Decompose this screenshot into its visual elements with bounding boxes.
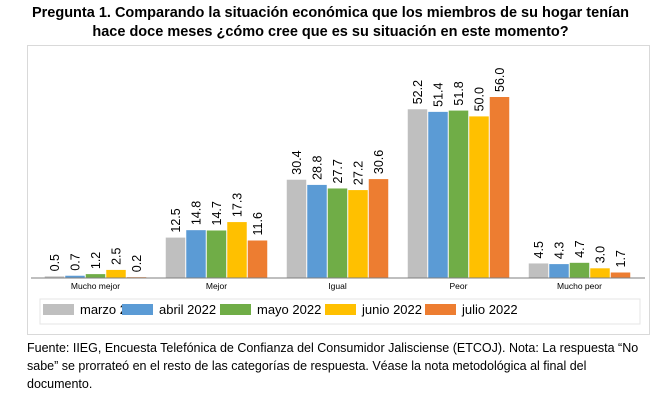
legend-swatch-mayo-2022 (220, 304, 251, 315)
data-label: 52.2 (411, 80, 425, 104)
bar-mucho-peor-marzo-2022 (528, 263, 549, 278)
source-note: Fuente: IIEG, Encuesta Telefónica de Con… (27, 341, 639, 391)
data-label: 30.4 (290, 150, 304, 174)
data-label: 0.5 (48, 254, 62, 271)
bar-peor-junio-2022 (469, 116, 489, 279)
data-label: 12.5 (169, 208, 183, 232)
bar-mejor-abril-2022 (186, 230, 206, 278)
bar-mucho-peor-junio-2022 (590, 268, 610, 278)
data-label: 27.2 (352, 161, 366, 185)
data-label: 1.7 (614, 250, 628, 267)
chart-title-line-2: hace doce meses ¿cómo cree que es su sit… (92, 24, 569, 40)
bar-peor-mayo-2022 (448, 110, 469, 278)
data-label: 4.7 (573, 240, 587, 257)
legend-label: junio 2022 (361, 302, 422, 317)
data-label: 2.5 (110, 247, 124, 264)
bar-mucho-mejor-marzo-2022 (44, 276, 65, 278)
bar-igual-abril-2022 (307, 184, 327, 278)
legend-label: abril 2022 (159, 302, 216, 317)
bar-mucho-mejor-mayo-2022 (85, 274, 106, 278)
category-label: Igual (328, 281, 347, 291)
data-label: 51.4 (432, 82, 446, 106)
bar-mucho-peor-abril-2022 (549, 264, 569, 278)
bar-peor-marzo-2022 (407, 109, 428, 279)
legend-label: julio 2022 (461, 302, 518, 317)
category-label: Mejor (206, 281, 227, 291)
legend-swatch-julio-2022 (425, 304, 456, 315)
data-label: 30.6 (372, 150, 386, 174)
bar-mejor-julio-2022 (247, 240, 268, 278)
data-label: 56.0 (493, 68, 507, 92)
category-label: Mucho peor (557, 281, 602, 291)
bar-igual-junio-2022 (348, 190, 368, 278)
bar-mucho-mejor-junio-2022 (106, 269, 126, 278)
category-label: Mucho mejor (71, 281, 120, 291)
legend-label: mayo 2022 (257, 302, 321, 317)
data-label: 0.7 (69, 253, 83, 270)
bar-peor-julio-2022 (489, 97, 510, 278)
category-label: Peor (450, 281, 468, 291)
data-label: 4.3 (553, 242, 567, 259)
data-label: 28.8 (311, 156, 325, 180)
data-label: 4.5 (532, 241, 546, 258)
bar-igual-mayo-2022 (327, 188, 348, 278)
legend-swatch-junio-2022 (325, 304, 356, 315)
chart-title-line-1: Pregunta 1. Comparando la situación econ… (31, 5, 630, 21)
legend-swatch-marzo-2022 (43, 304, 74, 315)
data-label: 3.0 (594, 246, 608, 263)
data-label: 11.6 (251, 212, 265, 235)
data-label: 51.8 (452, 81, 466, 105)
bar-igual-marzo-2022 (286, 179, 307, 278)
bar-mucho-peor-mayo-2022 (569, 262, 590, 278)
data-label: 27.7 (331, 159, 345, 183)
bar-mucho-peor-julio-2022 (610, 272, 631, 278)
bar-mejor-marzo-2022 (165, 237, 186, 278)
data-label: 50.0 (473, 87, 487, 111)
data-label: 1.2 (89, 252, 103, 269)
data-label: 14.7 (210, 201, 224, 225)
data-label: 0.2 (130, 255, 144, 272)
data-label: 17.3 (231, 193, 245, 217)
bar-mejor-mayo-2022 (206, 230, 227, 278)
bar-igual-julio-2022 (368, 179, 389, 278)
legend-swatch-abril-2022 (122, 304, 153, 315)
bar-mejor-junio-2022 (227, 222, 247, 278)
legend-box (39, 298, 641, 325)
bar-mucho-mejor-abril-2022 (65, 275, 85, 278)
data-label: 14.8 (190, 201, 204, 225)
bar-peor-abril-2022 (428, 111, 448, 278)
chart-title: Pregunta 1. Comparando la situación econ… (0, 4, 661, 42)
